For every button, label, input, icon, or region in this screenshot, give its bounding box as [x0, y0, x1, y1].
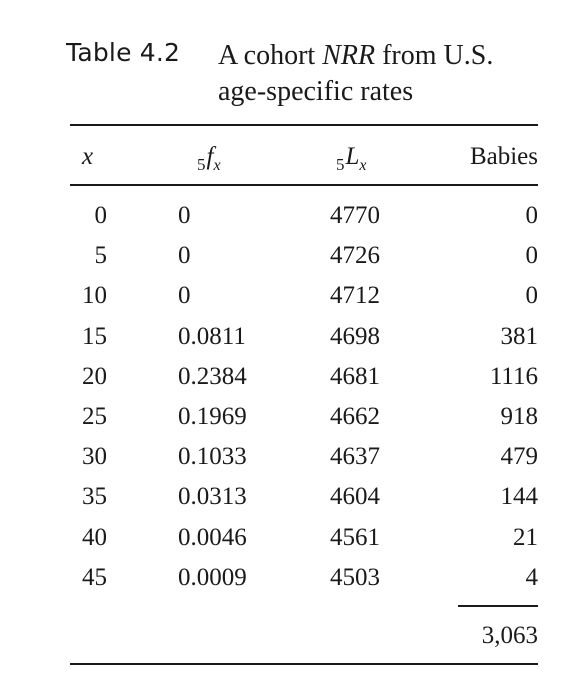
header-person-years: 5Lx — [336, 142, 367, 175]
header-fertility: 5fx — [197, 142, 221, 175]
cell-fertility-rate: 0 — [178, 282, 191, 310]
cell-babies: 4 — [525, 563, 539, 591]
cell-x: 20 — [82, 362, 107, 390]
cell-x: 30 — [82, 443, 107, 471]
cell-x: 45 — [82, 563, 107, 591]
cell-babies: 918 — [500, 403, 539, 430]
header-f-symbol: f — [206, 143, 214, 170]
header-l-prefix: 5 — [336, 155, 345, 174]
cell-x: 5 — [94, 242, 108, 270]
cell-person-years: 4604 — [330, 483, 380, 511]
header-f-prefix: 5 — [197, 155, 206, 174]
header-l-symbol: L — [345, 143, 360, 170]
header-x: x — [82, 143, 94, 170]
cell-person-years: 4561 — [330, 523, 380, 551]
cell-fertility-rate: 0.1969 — [178, 403, 247, 430]
title-prefix: A cohort — [218, 40, 323, 71]
cell-babies: 0 — [525, 282, 539, 310]
cell-babies: 0 — [525, 242, 539, 270]
cell-fertility-rate: 0.0811 — [178, 322, 246, 350]
cell-x: 35 — [82, 483, 107, 511]
bottom-rule — [70, 663, 538, 665]
cell-x: 0 — [94, 202, 108, 229]
cell-x: 25 — [82, 403, 107, 430]
cell-x: 15 — [82, 322, 107, 350]
title-line-2: age-specific rates — [218, 76, 414, 107]
header-rule — [70, 184, 538, 186]
cell-fertility-rate: 0.0313 — [178, 483, 247, 511]
title-line-1: A cohort NRR from U.S. — [218, 40, 493, 71]
cell-babies: 144 — [500, 483, 539, 511]
title-suffix: from U.S. — [375, 40, 494, 71]
babies-total: 3,063 — [481, 622, 538, 649]
top-rule — [70, 124, 538, 126]
header-f-sub: x — [213, 157, 221, 174]
cell-person-years: 4698 — [330, 322, 380, 350]
cell-fertility-rate: 0 — [178, 202, 191, 229]
cell-fertility-rate: 0.2384 — [178, 362, 247, 390]
cell-fertility-rate: 0.1033 — [178, 443, 247, 471]
cell-x: 10 — [82, 282, 107, 310]
sum-rule — [458, 605, 538, 607]
cell-person-years: 4712 — [330, 282, 380, 310]
cell-fertility-rate: 0 — [178, 242, 191, 270]
title-nrr: NRR — [322, 40, 376, 71]
cell-babies: 1116 — [489, 362, 538, 390]
cell-person-years: 4503 — [330, 563, 380, 591]
cell-babies: 381 — [500, 322, 539, 350]
table-number: Table 4.2 — [66, 38, 181, 67]
cell-person-years: 4726 — [330, 242, 380, 270]
header-babies: Babies — [469, 143, 538, 170]
cell-person-years: 4681 — [330, 362, 380, 390]
cell-person-years: 4637 — [330, 443, 380, 471]
table-title: A cohort NRR from U.S. age-specific rate… — [218, 38, 548, 110]
cell-person-years: 4770 — [330, 202, 380, 229]
cell-babies: 21 — [513, 523, 538, 551]
cell-fertility-rate: 0.0046 — [178, 523, 247, 551]
cell-fertility-rate: 0.0009 — [178, 563, 247, 591]
cell-babies: 479 — [500, 443, 539, 471]
cell-person-years: 4662 — [330, 403, 380, 430]
cell-babies: 0 — [525, 202, 539, 229]
cell-x: 40 — [82, 523, 107, 551]
header-l-sub: x — [359, 157, 367, 174]
